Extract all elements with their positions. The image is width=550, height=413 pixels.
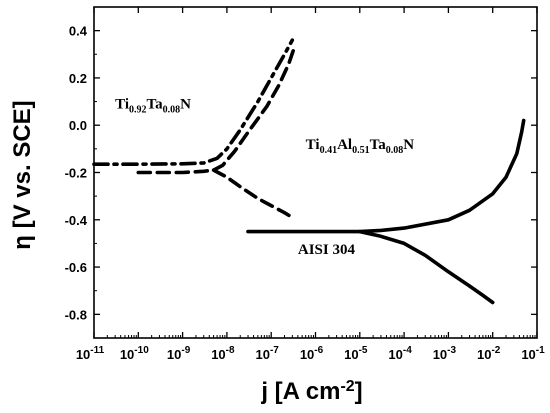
x-tick-label: 10-2 bbox=[477, 345, 501, 362]
x-tick-label: 10-11 bbox=[76, 345, 105, 362]
annotation-2: Ti0.41Al0.51Ta0.08N bbox=[306, 137, 415, 156]
y-tick-label: -0.4 bbox=[65, 213, 88, 228]
annotation-1: Ti0.92Ta0.08N bbox=[115, 97, 191, 116]
x-tick-label: 10-9 bbox=[167, 345, 191, 362]
x-axis-title: j [A cm-2] bbox=[260, 378, 362, 406]
y-tick-label: -0.2 bbox=[65, 166, 87, 181]
x-tick-label: 10-10 bbox=[120, 345, 149, 362]
ticks-layer: 10-11 10-10 10-9 10-8 10-7 10-6 10-5 10-4 10-3 10… bbox=[65, 7, 545, 362]
y-tick-label: -0.6 bbox=[65, 260, 87, 275]
x-axis-title-main: j [A cm bbox=[260, 378, 340, 405]
series-dashed-branch-1 bbox=[136, 47, 296, 175]
y-tick-label: 0.0 bbox=[69, 118, 87, 133]
x-axis-title-sup: -2 bbox=[340, 378, 354, 395]
x-tick-label: 10-7 bbox=[256, 345, 280, 362]
y-tick-label: 0.2 bbox=[69, 71, 87, 86]
series-layer bbox=[92, 38, 526, 305]
x-tick-label: 10-8 bbox=[211, 345, 235, 362]
series-solid-branch-1 bbox=[246, 118, 526, 234]
y-tick-label: 0.4 bbox=[69, 24, 88, 39]
annotation-layer: Ti0.92Ta0.08N Ti0.41Al0.51Ta0.08N AISI 304 bbox=[115, 97, 414, 258]
x-tick-label: 10-6 bbox=[300, 345, 324, 362]
series-solid-branch-2 bbox=[357, 229, 495, 305]
annotation-3: AISI 304 bbox=[298, 242, 356, 258]
x-axis-title-close: ] bbox=[355, 378, 363, 405]
series-dashed-branch-2 bbox=[211, 168, 295, 220]
y-axis-title: η [V vs. SCE] bbox=[9, 100, 36, 249]
series-dash-dot-branch-1 bbox=[92, 38, 295, 166]
y-tick-label: -0.8 bbox=[65, 307, 87, 322]
x-tick-label: 10-5 bbox=[344, 345, 368, 362]
x-tick-label: 10-3 bbox=[433, 345, 457, 362]
x-tick-label: 10-4 bbox=[388, 345, 412, 362]
x-tick-label: 10-1 bbox=[521, 345, 545, 362]
